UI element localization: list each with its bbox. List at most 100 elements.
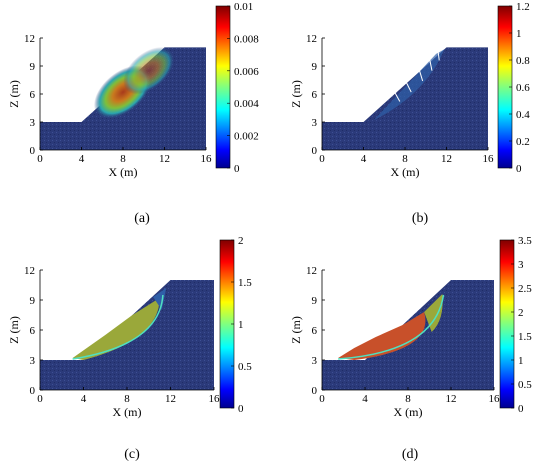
- slip-zone: [373, 49, 445, 121]
- x-tick-label: 12: [446, 393, 457, 405]
- colorbar-tick-label: 0: [516, 163, 522, 175]
- plot-area-a: 0 4 8 12 16 0 3 6 9 12 X (m) Z (m): [7, 33, 212, 179]
- x-axis-label: X (m): [113, 405, 142, 419]
- sliding-mass: [72, 298, 160, 360]
- colorbar-tick-label: 0: [238, 403, 244, 415]
- colorbar-c: 0 0.5 1 1.5 2: [219, 235, 252, 415]
- y-tick-label: 12: [306, 33, 317, 45]
- x-tick-label: 4: [81, 393, 87, 405]
- slip-surface: [338, 294, 445, 360]
- caption-c: (c): [124, 447, 140, 462]
- x-tick-label: 16: [483, 153, 495, 165]
- colorbar-tick-label: 0.4: [516, 109, 530, 121]
- y-tick-label: 12: [24, 265, 35, 277]
- crack-line: [429, 60, 433, 71]
- colorbar-tick-label: 0.01: [234, 1, 253, 13]
- panel-d: 0 4 8 12 16 0 3 6 9 12 X (m) Z (m) 0 0.5 1 1.5 2 2.5 3 3.5…: [289, 235, 532, 462]
- x-axis-label: X (m): [391, 165, 420, 179]
- x-tick-label: 8: [124, 393, 130, 405]
- transition-zone: [424, 294, 443, 332]
- y-tick-label: 0: [30, 385, 36, 397]
- y-axis-label: Z (m): [289, 316, 303, 344]
- y-tick-label: 3: [312, 355, 318, 367]
- colorbar-a: 0 0.002 0.004 0.006 0.008 0.01: [215, 1, 259, 175]
- x-tick-label: 8: [402, 153, 408, 165]
- colorbar-tick-label: 2: [238, 235, 244, 247]
- x-tick-label: 12: [441, 153, 452, 165]
- colorbar-tick-label: 0.8: [516, 55, 530, 67]
- colorbar-tick-label: 1.5: [518, 331, 532, 343]
- colorbar-tick-label: 3.5: [518, 235, 532, 247]
- y-tick-label: 6: [312, 89, 318, 101]
- caption-d: (d): [402, 447, 419, 462]
- colorbar-tick-label: 0.5: [238, 361, 252, 373]
- crack-line: [394, 91, 401, 102]
- crack-line: [437, 51, 440, 61]
- panel-c: 0 4 8 12 16 0 3 6 9 12 X (m) Z (m) 0 0.5 1 1.5 2 (c): [7, 235, 252, 462]
- y-tick-label: 0: [312, 385, 318, 397]
- colorbar-tick-label: 0.008: [234, 33, 259, 45]
- y-tick-label: 9: [312, 61, 318, 73]
- colorbar-tick-label: 0: [234, 163, 240, 175]
- x-tick-label: 0: [37, 393, 43, 405]
- slip-surface: [72, 294, 164, 360]
- y-tick-label: 0: [30, 145, 36, 157]
- colorbar-tick-label: 1.2: [516, 1, 530, 13]
- x-tick-label: 4: [361, 153, 367, 165]
- x-tick-label: 0: [319, 153, 325, 165]
- x-tick-label: 8: [405, 393, 411, 405]
- colorbar-tick-label: 2.5: [518, 283, 532, 295]
- y-axis-label: Z (m): [289, 80, 303, 108]
- colorbar-tick-label: 0.006: [234, 66, 259, 78]
- colorbar-ramp: [215, 5, 231, 169]
- panel-b: 0 4 8 12 16 0 3 6 9 12 X (m) Z (m) 0 0.2 0.4 0.6 0.8 1 1.…: [289, 1, 530, 226]
- colorbar-tick-label: 0.5: [518, 379, 532, 391]
- x-tick-label: 12: [159, 153, 170, 165]
- y-tick-label: 6: [30, 325, 36, 337]
- y-tick-label: 3: [30, 117, 36, 129]
- colorbar-ramp: [499, 239, 515, 409]
- colorbar-tick-label: 0.002: [234, 131, 259, 143]
- plot-area-b: 0 4 8 12 16 0 3 6 9 12 X (m) Z (m): [289, 33, 494, 179]
- y-axis-label: Z (m): [7, 316, 21, 344]
- caption-b: (b): [412, 211, 429, 226]
- caption-a: (a): [134, 211, 150, 226]
- y-axis-label: Z (m): [7, 80, 21, 108]
- colorbar-tick-label: 1: [238, 319, 244, 331]
- x-axis-label: X (m): [394, 405, 423, 419]
- x-tick-label: 16: [209, 393, 221, 405]
- y-tick-label: 9: [30, 295, 36, 307]
- x-tick-label: 4: [362, 393, 368, 405]
- sliding-mass: [338, 312, 426, 360]
- x-tick-label: 8: [120, 153, 126, 165]
- x-tick-label: 0: [319, 393, 325, 405]
- crack-line: [405, 81, 412, 93]
- colorbar-tick-label: 2: [518, 307, 524, 319]
- y-tick-label: 3: [30, 355, 36, 367]
- x-tick-label: 16: [489, 393, 501, 405]
- plot-area-c: 0 4 8 12 16 0 3 6 9 12 X (m) Z (m): [7, 265, 220, 419]
- x-tick-label: 4: [79, 153, 85, 165]
- y-tick-label: 12: [24, 33, 35, 45]
- x-tick-label: 16: [201, 153, 213, 165]
- scarp-zone: [153, 288, 167, 310]
- colorbar-b: 0 0.2 0.4 0.6 0.8 1 1.2: [497, 1, 530, 175]
- x-tick-label: 0: [37, 153, 43, 165]
- plot-area-d: 0 4 8 12 16 0 3 6 9 12 X (m) Z (m): [289, 265, 500, 419]
- colorbar-tick-label: 0.004: [234, 98, 259, 110]
- y-tick-label: 9: [30, 61, 36, 73]
- colorbar-tick-label: 1: [518, 355, 524, 367]
- panel-a: 0 4 8 12 16 0 3 6 9 12 X (m) Z (m) 0 0.002 0.004 0.006…: [7, 1, 259, 226]
- crack-line: [419, 70, 424, 82]
- y-tick-label: 6: [30, 89, 36, 101]
- colorbar-d: 0 0.5 1 1.5 2 2.5 3 3.5: [499, 235, 532, 415]
- colorbar-tick-label: 0.2: [516, 136, 530, 148]
- y-tick-label: 9: [312, 295, 318, 307]
- colorbar-tick-label: 1: [516, 28, 522, 40]
- colorbar-tick-label: 0: [518, 403, 524, 415]
- y-tick-label: 6: [312, 325, 318, 337]
- y-tick-label: 12: [306, 265, 317, 277]
- colorbar-tick-label: 3: [518, 259, 524, 271]
- colorbar-tick-label: 0.6: [516, 82, 530, 94]
